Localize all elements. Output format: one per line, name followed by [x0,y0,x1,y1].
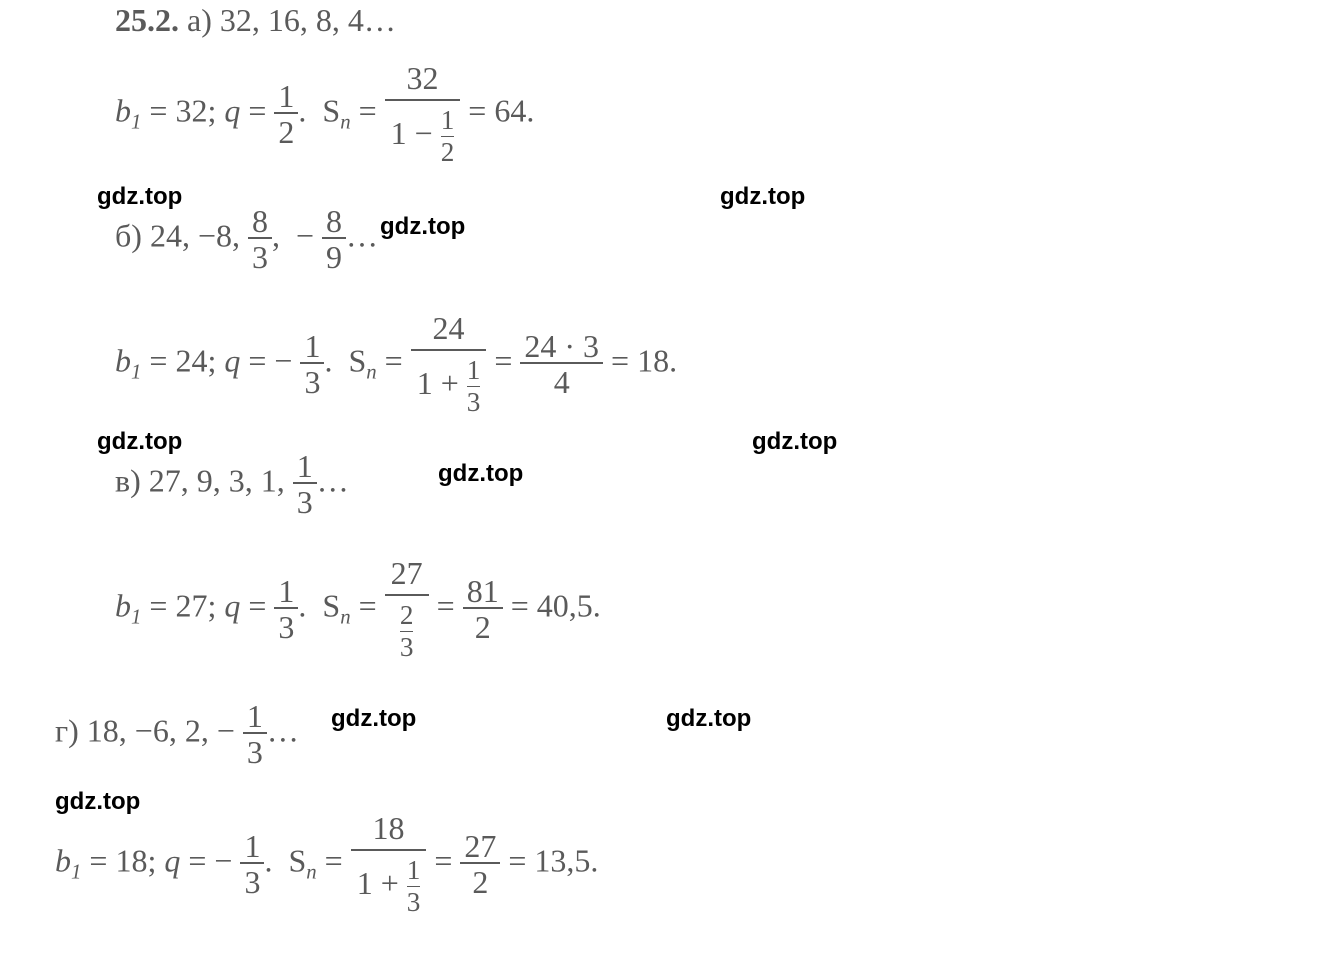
part-a-solution: b1 = 32; q = 1 2 . Sn = 32 1 − 1 2 = 64. [115,60,534,168]
sn-sub: n [340,111,350,134]
watermark-text: gdz.top [380,213,465,241]
q-var: q [224,92,240,128]
sn-frac: 32 1 − 1 2 [385,60,461,168]
part-b-header: б) 24, −8, 8 3 , − 8 9 … [115,205,378,273]
result-b: = 18. [611,342,677,378]
result-g: = 13,5. [508,842,598,878]
part-v-solution: b1 = 27; q = 1 3 . Sn = 27 2 3 = 81 2 = … [115,555,601,663]
result-v: = 40,5. [511,587,601,623]
part-a-header: 25.2. а) 32, 16, 8, 4… [115,2,396,39]
part-a-label: а) [187,2,212,38]
part-v-label: в) [115,462,141,498]
watermark-text: gdz.top [666,705,751,733]
b1-val: = 32; [149,92,216,128]
part-g-header: г) 18, −6, 2, − 1 3 … [55,700,299,768]
result-a: = 64. [468,92,534,128]
part-a-sequence: 32, 16, 8, 4… [220,2,396,38]
q-eq: = [248,92,266,128]
sn-eq: = [359,92,377,128]
part-b-solution: b1 = 24; q = − 1 3 . Sn = 24 1 + 1 3 = 2… [115,310,677,418]
seq-f1: 8 3 [248,205,272,273]
q-frac: 1 2 [274,80,298,148]
part-g-label: г) [55,712,79,748]
part-v-header: в) 27, 9, 3, 1, 1 3 … [115,450,349,518]
b1-var: b [115,92,131,128]
seq-f2: 8 9 [322,205,346,273]
b1-sub: 1 [131,111,141,134]
part-b-label: б) [115,217,142,253]
watermark-text: gdz.top [438,460,523,488]
part-b-seq-start: 24, −8, [150,217,240,253]
watermark-text: gdz.top [720,183,805,211]
sn-var: S [322,92,340,128]
problem-number: 25.2. [115,2,179,38]
part-g-solution: b1 = 18; q = − 1 3 . Sn = 18 1 + 1 3 = 2… [55,810,598,918]
watermark-text: gdz.top [331,705,416,733]
watermark-text: gdz.top [752,428,837,456]
